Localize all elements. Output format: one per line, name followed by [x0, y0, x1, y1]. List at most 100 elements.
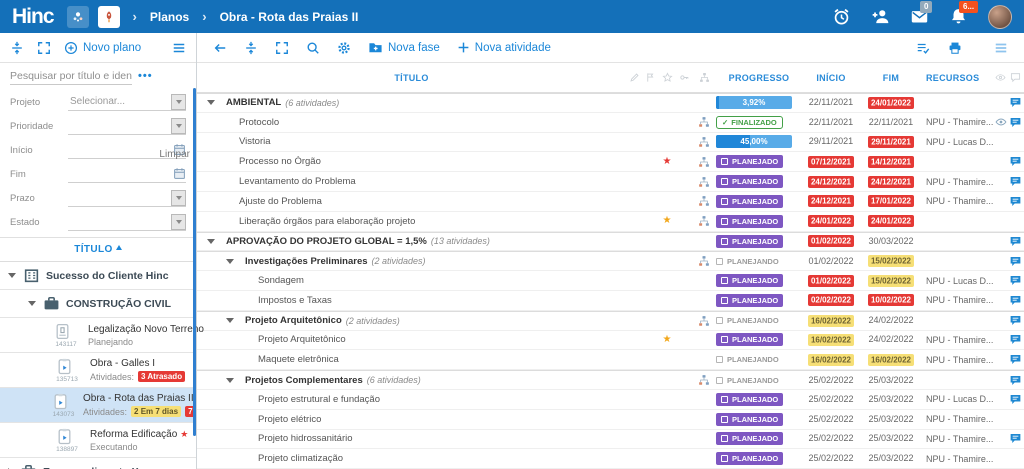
chat-icon[interactable] — [1009, 333, 1022, 346]
table-row[interactable]: Protocolo ✓ FINALIZADO 22/11/2021 22/11/2021… — [197, 112, 1024, 133]
breadcrumb-plan-name[interactable]: Obra - Rota das Praias II — [219, 9, 359, 24]
dropdown-button[interactable] — [171, 93, 186, 110]
settings-gear-icon[interactable] — [337, 41, 351, 55]
status-badge-planejado[interactable]: PLANEJADO — [716, 214, 784, 228]
status-badge-planejado[interactable]: PLANEJADO — [716, 155, 784, 169]
expand-icon[interactable] — [275, 41, 289, 55]
table-row[interactable]: Processo no Órgão ★ PLANEJADO 07/12/2021 14/… — [197, 152, 1024, 173]
status-badge-planejado[interactable]: PLANEJADO — [716, 412, 784, 426]
chat-icon[interactable] — [1009, 116, 1022, 129]
status-badge-planejado[interactable]: PLANEJADO — [716, 194, 784, 208]
dropdown-button[interactable] — [171, 117, 186, 134]
filter-date-input[interactable] — [68, 142, 186, 159]
table-row[interactable]: Projeto Arquitetônico ★ PLANEJADO 16/02/202… — [197, 330, 1024, 351]
table-row[interactable]: Projeto climatização PLANEJADO 25/02/2022 2… — [197, 449, 1024, 469]
search-input[interactable] — [10, 67, 132, 85]
clear-filters-button[interactable]: Limpar — [159, 149, 190, 160]
checkbox-icon[interactable] — [721, 158, 728, 166]
user-avatar[interactable] — [988, 4, 1012, 29]
favorite-star-icon[interactable]: ★ — [662, 155, 672, 167]
table-row[interactable]: Sondagem PLANEJADO 01/02/2022 15/02/2022 NPU… — [197, 271, 1024, 291]
chat-icon[interactable] — [1009, 195, 1022, 208]
status-planejando[interactable]: PLANEJANDO — [716, 316, 779, 325]
collapse-rows-icon[interactable] — [10, 41, 24, 55]
checkbox-icon[interactable] — [721, 415, 728, 423]
status-badge-planejado[interactable]: PLANEJADO — [716, 432, 784, 446]
add-user-icon[interactable] — [871, 7, 890, 26]
table-row[interactable]: Projeto hidrossanitário PLANEJADO 25/02/20… — [197, 429, 1024, 450]
chat-icon[interactable] — [1009, 353, 1022, 366]
filter-select[interactable]: Selecionar... — [68, 93, 186, 111]
status-badge-planejado[interactable]: PLANEJADO — [716, 333, 784, 347]
filter-date-input[interactable] — [68, 166, 186, 183]
favorite-star-icon[interactable]: ★ — [662, 215, 672, 227]
sidebar-plan-item[interactable]: 143117 Legalização Novo Terreno Planejando — [0, 318, 204, 353]
chat-icon[interactable] — [1009, 314, 1022, 327]
caret-down-icon[interactable] — [8, 273, 16, 278]
progress-bar[interactable]: 3,92% — [716, 96, 792, 110]
dropdown-button[interactable] — [171, 189, 186, 206]
caret-down-icon[interactable] — [207, 100, 215, 106]
checkbox-icon[interactable] — [721, 296, 728, 304]
table-row[interactable]: Projeto Arquitetônico (2 atividades) PLANE… — [197, 310, 1024, 331]
filter-select[interactable] — [68, 213, 186, 231]
sidebar-menu-icon[interactable] — [172, 41, 186, 55]
more-filters-button[interactable]: ••• — [138, 70, 153, 82]
checkbox-icon[interactable] — [716, 317, 723, 325]
table-row[interactable]: Liberação órgãos para elaboração projeto… — [197, 211, 1024, 232]
chat-icon[interactable] — [1009, 374, 1022, 387]
status-badge-planejado[interactable]: PLANEJADO — [716, 175, 784, 189]
sidebar-plan-item[interactable]: 143073 Obra - Rota das Praias II Atividade… — [0, 388, 196, 423]
table-row[interactable]: AMBIENTAL (6 atividades) 3,92% 22/11/2021 24… — [197, 93, 1024, 113]
checkbox-icon[interactable] — [716, 257, 723, 265]
filter-select[interactable] — [68, 189, 186, 207]
status-planejando[interactable]: PLANEJANDO — [716, 355, 779, 364]
dropdown-button[interactable] — [171, 213, 186, 230]
sidebar-scrollbar[interactable] — [193, 88, 196, 436]
table-row[interactable]: Impostos e Taxas PLANEJADO 02/02/2022 10/02… — [197, 290, 1024, 311]
status-planejando[interactable]: PLANEJANDO — [716, 376, 779, 385]
alarm-clock-icon[interactable] — [832, 7, 851, 26]
table-row[interactable]: Projetos Complementares (6 atividades) PLA… — [197, 370, 1024, 390]
checkbox-icon[interactable] — [721, 277, 728, 285]
column-header-progresso[interactable]: PROGRESSO — [728, 72, 790, 83]
chat-icon[interactable] — [1009, 175, 1022, 188]
status-badge-finalizado[interactable]: ✓ FINALIZADO — [716, 115, 783, 129]
back-icon[interactable] — [213, 41, 227, 55]
checklist-icon[interactable] — [916, 41, 930, 55]
chat-icon[interactable] — [1009, 155, 1022, 168]
table-menu-icon[interactable] — [994, 41, 1008, 55]
chat-icon[interactable] — [1009, 274, 1022, 287]
checkbox-icon[interactable] — [721, 455, 728, 463]
chat-icon[interactable] — [1009, 235, 1022, 248]
checkbox-icon[interactable] — [721, 197, 728, 205]
breadcrumb-planos[interactable]: Planos — [149, 9, 190, 24]
sidebar-group-sucesso-do-cliente-hinc[interactable]: Sucesso do Cliente Hinc — [0, 262, 196, 290]
checkbox-icon[interactable] — [716, 356, 723, 364]
favorite-star-icon[interactable]: ★ — [662, 333, 672, 345]
expand-icon[interactable] — [37, 41, 51, 55]
table-row[interactable]: APROVAÇÃO DO PROJETO GLOBAL = 1,5% (13 at… — [197, 231, 1024, 252]
chat-icon[interactable] — [1009, 255, 1022, 268]
column-header-recursos[interactable]: RECURSOS — [926, 72, 980, 83]
sidebar-sort-header[interactable]: TÍTULO — [0, 237, 196, 261]
chat-icon[interactable] — [1009, 393, 1022, 406]
sidebar-group-constru-o-civil[interactable]: CONSTRUÇÃO CIVIL — [0, 290, 196, 318]
search-icon[interactable] — [306, 41, 320, 55]
status-badge-planejado[interactable]: PLANEJADO — [716, 293, 784, 307]
status-badge-planejado[interactable]: PLANEJADO — [716, 392, 784, 406]
sidebar-group-empreendimento-x[interactable]: Empreendimento X — [0, 458, 196, 469]
workspace-tile-1[interactable] — [66, 5, 89, 28]
caret-down-icon[interactable] — [226, 318, 234, 324]
sidebar-plan-item[interactable]: 138897 Reforma Edificação ★ Executando — [0, 423, 196, 458]
checkbox-icon[interactable] — [721, 217, 728, 225]
print-icon[interactable] — [948, 41, 962, 55]
new-phase-button[interactable]: Nova fase — [368, 40, 440, 55]
caret-down-icon[interactable] — [226, 377, 234, 383]
table-row[interactable]: Levantamento do Problema PLANEJADO 24/12/2… — [197, 172, 1024, 192]
table-row[interactable]: Maquete eletrônica PLANEJANDO 16/02/2022 16… — [197, 350, 1024, 371]
mail-icon[interactable]: 0 — [910, 1, 933, 26]
table-row[interactable]: Vistoria 45,00% 29/11/2021 29/11/2021 NPU - … — [197, 132, 1024, 153]
chat-icon[interactable] — [1009, 432, 1022, 445]
hinc-logo[interactable]: Hinc — [12, 4, 55, 28]
